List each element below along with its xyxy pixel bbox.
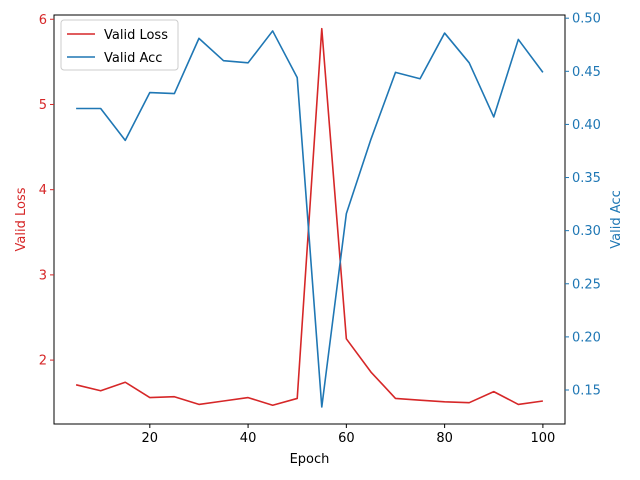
x-tick-label: 40 xyxy=(240,431,257,446)
right-y-axis-label: Valid Acc xyxy=(609,190,624,248)
series-lines xyxy=(75,27,544,408)
series-line-valid-loss xyxy=(75,27,543,407)
right-tick-label: 0.30 xyxy=(572,224,601,239)
legend-label-valid-acc: Valid Acc xyxy=(104,51,162,66)
x-axis: 20 40 60 80 100 xyxy=(142,424,555,446)
legend: Valid Loss Valid Acc xyxy=(60,19,179,71)
left-y-axis-label: Valid Loss xyxy=(14,187,29,251)
right-tick-label: 0.40 xyxy=(572,118,601,133)
plot-frame xyxy=(53,14,566,425)
x-axis-label: Epoch xyxy=(290,452,330,467)
x-tick-label: 60 xyxy=(338,431,355,446)
left-tick-label: 2 xyxy=(39,354,47,369)
right-tick-label: 0.50 xyxy=(572,12,601,27)
right-y-axis: 0.15 0.20 0.25 0.30 0.35 0.40 0.45 0.50 xyxy=(565,12,601,399)
left-tick-label: 3 xyxy=(39,268,47,283)
left-y-axis: 2 3 4 5 6 xyxy=(39,13,54,369)
left-tick-label: 5 xyxy=(39,98,47,113)
x-tick-label: 100 xyxy=(530,431,555,446)
right-tick-label: 0.25 xyxy=(572,277,601,292)
right-tick-label: 0.45 xyxy=(572,65,601,80)
x-tick-label: 20 xyxy=(142,431,159,446)
legend-label-valid-loss: Valid Loss xyxy=(104,28,168,43)
series-line-valid-acc xyxy=(76,30,544,408)
right-tick-label: 0.20 xyxy=(572,330,601,345)
left-tick-label: 6 xyxy=(39,13,47,28)
left-tick-label: 4 xyxy=(39,183,47,198)
x-tick-label: 80 xyxy=(436,431,453,446)
right-tick-label: 0.35 xyxy=(572,171,601,186)
right-tick-label: 0.15 xyxy=(572,384,601,399)
